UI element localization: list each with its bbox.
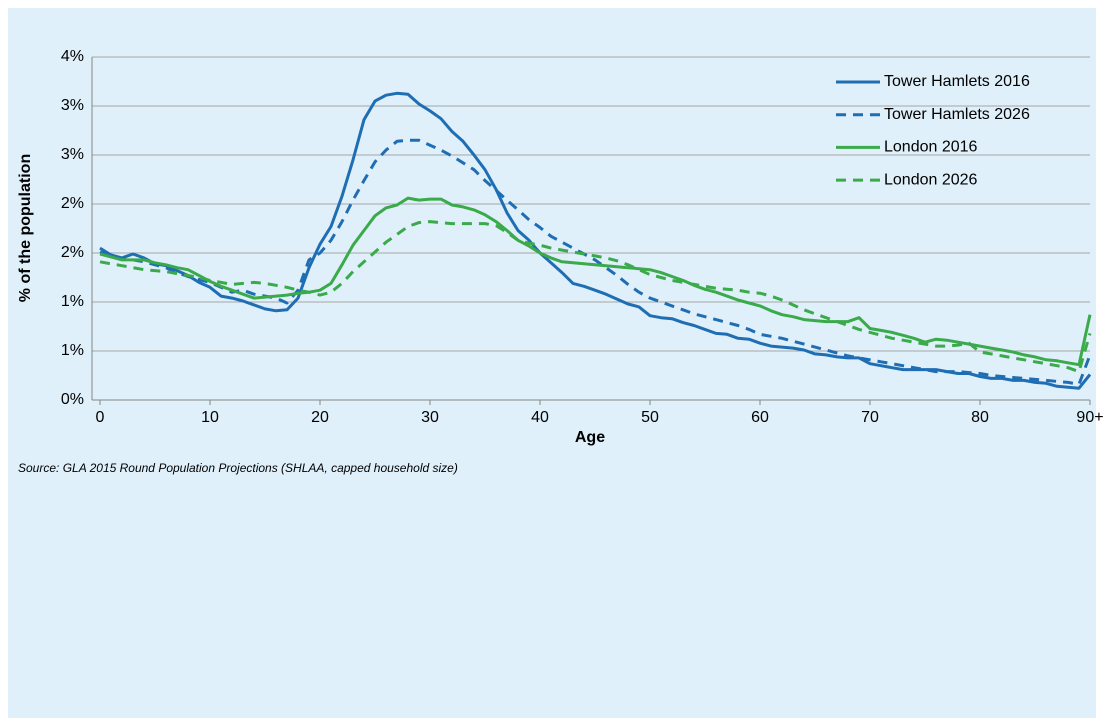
y-tick-label: 1% — [61, 293, 84, 310]
y-tick-label: 2% — [61, 244, 84, 261]
x-tick-label: 80 — [971, 409, 989, 426]
x-tick-label: 0 — [96, 409, 105, 426]
x-tick-label: 20 — [311, 409, 329, 426]
y-tick-label: 0% — [61, 391, 84, 408]
source-note: Source: GLA 2015 Round Population Projec… — [18, 461, 458, 475]
x-tick-label: 30 — [421, 409, 439, 426]
legend-label: Tower Hamlets 2016 — [884, 73, 1030, 90]
series-line — [99, 196, 1092, 367]
y-tick-label: 3% — [61, 146, 84, 163]
legend-label: London 2016 — [884, 139, 978, 156]
y-tick-label: 1% — [61, 342, 84, 359]
x-tick-label: 40 — [531, 409, 549, 426]
x-tick-label: 10 — [201, 409, 219, 426]
x-tick-label: 60 — [751, 409, 769, 426]
x-tick-label: 70 — [861, 409, 879, 426]
y-tick-label: 4% — [61, 48, 84, 65]
y-tick-label: 2% — [61, 195, 84, 212]
legend-label: London 2026 — [884, 171, 978, 188]
y-axis-title: % of the population — [17, 154, 34, 302]
legend-label: Tower Hamlets 2026 — [884, 106, 1030, 123]
x-axis-title: Age — [575, 429, 605, 446]
series-line — [99, 91, 1092, 390]
x-tick-label: 90+ — [1076, 409, 1103, 426]
panel — [8, 8, 1096, 718]
x-tick-label: 50 — [641, 409, 659, 426]
y-tick-label: 3% — [61, 97, 84, 114]
series-line — [99, 220, 1092, 374]
